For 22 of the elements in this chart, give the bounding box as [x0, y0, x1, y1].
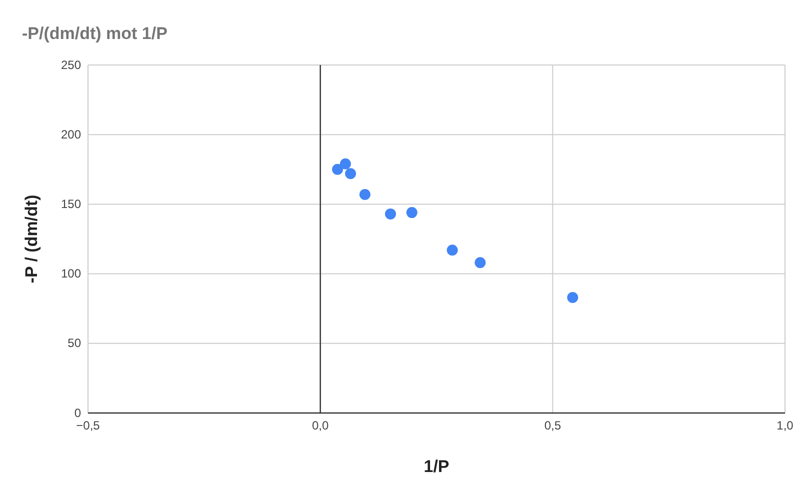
x-tick-label: 0,0 — [312, 418, 329, 433]
point — [345, 168, 356, 180]
point — [332, 164, 344, 175]
x-axis-title: 1/P — [424, 457, 450, 476]
y-tick-label: 100 — [60, 266, 82, 281]
y-axis-title: -P / (dm/dt) — [22, 194, 41, 284]
chart-title: -P/(dm/dt) mot 1/P — [22, 24, 168, 43]
point — [474, 257, 486, 268]
y-tick-label: 250 — [60, 58, 82, 72]
y-tick-label: 200 — [60, 127, 82, 142]
point — [406, 207, 418, 218]
x-tick-label: −0,5 — [76, 418, 100, 433]
y-tick-label: 150 — [60, 197, 82, 212]
point — [385, 208, 396, 220]
point — [567, 292, 578, 303]
point — [446, 244, 458, 256]
x-tick-label: 1,0 — [776, 418, 794, 433]
x-tick-label: 0,5 — [544, 418, 562, 433]
y-tick-label: 50 — [68, 336, 82, 350]
point — [340, 158, 351, 170]
y-tick-label: 0 — [74, 406, 82, 420]
point — [359, 188, 370, 200]
